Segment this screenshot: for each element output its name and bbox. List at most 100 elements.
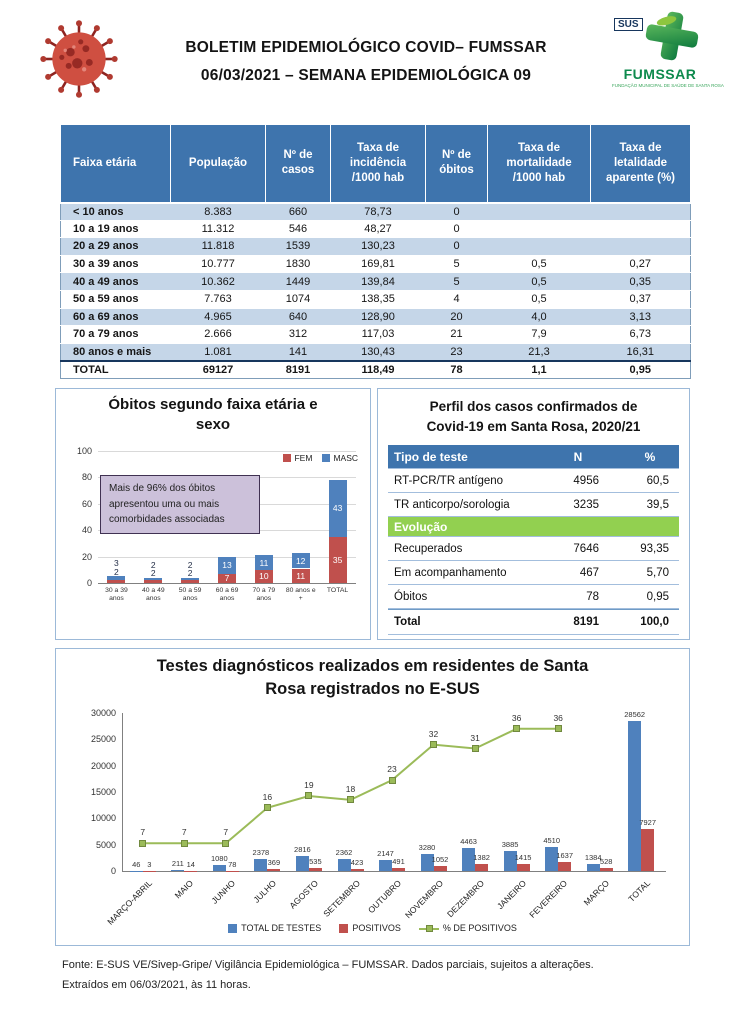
age-table-cell xyxy=(487,219,591,238)
age-table-cell: 1074 xyxy=(265,289,331,309)
positivity-value: 7 xyxy=(140,827,146,838)
green-cross-icon xyxy=(645,11,699,61)
age-table-cell: 20 a 29 anos xyxy=(60,237,171,256)
deaths-bar-value: 11 xyxy=(296,570,306,581)
tests-bar-total xyxy=(171,869,185,871)
age-table-cell: 20 xyxy=(425,307,488,326)
age-table-cell xyxy=(487,202,591,221)
positivity-marker xyxy=(430,741,437,749)
age-table-cell: 70 a 79 anos xyxy=(60,325,171,344)
age-table-col-header: Taxa de mortalidade /1000 hab xyxy=(487,124,591,204)
age-table-row: 60 a 69 anos 4.965 640 128,90 20 4,0 3,13 xyxy=(60,307,691,326)
deaths-x-label: 70 a 79 anos xyxy=(252,587,276,603)
age-table-cell: 0 xyxy=(425,219,488,238)
tests-positive-value: 535 xyxy=(309,857,322,867)
age-table-cell: 5 xyxy=(425,254,488,273)
deaths-bar-masc xyxy=(328,480,347,537)
comorbidity-note: Mais de 96% dos óbitos apresentou uma ou… xyxy=(100,475,260,534)
age-table-cell: 10 a 19 anos xyxy=(60,219,171,238)
age-table-cell: 0,5 xyxy=(487,272,591,291)
deaths-y-axis-label: 20 xyxy=(81,551,92,562)
deaths-bar-fem xyxy=(328,536,347,583)
bulletin-title-line2: 06/03/2021 – SEMANA EPIDEMIOLÓGICA 09 xyxy=(200,66,532,84)
deaths-bar-masc xyxy=(218,556,236,574)
tests-bar-total xyxy=(462,847,476,871)
deaths-y-axis-label: 60 xyxy=(81,498,92,509)
deaths-x-label: 40 a 49 anos xyxy=(141,587,165,603)
deaths-x-label: 30 a 39 anos xyxy=(105,587,128,603)
positivity-value: 36 xyxy=(553,712,563,723)
source-footer: Fonte: E-SUS VE/Sivep-Gripe/ Vigilância … xyxy=(62,956,594,996)
bulletin-title: BOLETIM EPIDEMIOLÓGICO COVID– FUMSSAR 06… xyxy=(115,34,617,90)
legend-pct-positivos: % DE POSITIVOS xyxy=(418,923,517,933)
age-table-cell: 0,95 xyxy=(590,359,691,379)
age-table-cell: 312 xyxy=(265,325,331,344)
tests-positive-value: 491 xyxy=(392,857,405,867)
age-table-cell: 16,31 xyxy=(590,342,691,361)
age-table-cell: 7,9 xyxy=(487,325,591,344)
age-table-col-header: Faixa etária xyxy=(60,124,171,204)
age-table-row: 30 a 39 anos 10.777 1830 169,81 5 0,5 0,27 xyxy=(60,254,691,273)
tests-y-axis-label: 0 xyxy=(110,866,116,876)
tests-bar-total xyxy=(503,850,517,871)
tests-bar-total xyxy=(586,863,600,871)
age-table-cell: 1,1 xyxy=(487,359,591,379)
footer-line2: Extraídos em 06/03/2021, às 11 horas. xyxy=(62,978,251,991)
age-table-cell: 69127 xyxy=(170,359,266,379)
tests-positive-value: 1637 xyxy=(556,851,574,861)
tests-y-axis-label: 10000 xyxy=(90,813,116,824)
deaths-bar-value: 2 xyxy=(114,566,119,577)
deaths-bar-masc xyxy=(254,555,273,570)
positivity-value: 18 xyxy=(345,783,356,794)
profile-table: Tipo de teste N% RT-PCR/TR antígeno 4956 60,… xyxy=(388,445,679,635)
age-table-cell: 6,73 xyxy=(590,325,691,344)
tests-positive-value: 7927 xyxy=(639,818,657,828)
tests-total-value: 46 xyxy=(132,859,141,869)
age-table-cell: 1539 xyxy=(265,237,331,256)
profile-test-type-header: Tipo de teste N% xyxy=(388,445,679,469)
age-table-cell: 5 xyxy=(425,272,488,291)
tests-y-axis-label: 15000 xyxy=(90,787,116,797)
age-table-cell xyxy=(487,237,591,256)
age-table-col-header: Nº de casos xyxy=(265,124,331,204)
tests-bar-positive xyxy=(225,870,239,872)
positivity-value: 23 xyxy=(387,764,397,775)
tests-bar-total xyxy=(337,858,351,871)
age-table-row: 80 anos e mais 1.081 141 130,43 23 21,3 16,31 xyxy=(60,342,691,361)
age-table-cell: 0,5 xyxy=(487,289,591,309)
tests-bar-total xyxy=(628,720,642,871)
fumssar-logo-text: FUMSSAR xyxy=(623,66,697,82)
legend-positivos: POSITIVOS xyxy=(339,923,401,933)
age-table-cell xyxy=(590,202,691,221)
age-table-cell: 0,5 xyxy=(487,254,591,273)
age-table-cell: 21 xyxy=(425,325,488,344)
positivity-marker xyxy=(305,792,313,800)
deaths-by-age-sex-panel: Óbitos segundo faixa etária e sexo 0 20 40… xyxy=(55,388,371,640)
tests-bar-positive xyxy=(641,829,655,871)
tests-y-axis-label: 5000 xyxy=(95,839,116,850)
age-table-cell: 23 xyxy=(425,342,488,361)
positivity-marker xyxy=(471,745,479,752)
profile-test-row: RT-PCR/TR antígeno 4956 60,5 xyxy=(388,469,679,493)
deaths-x-label: TOTAL xyxy=(326,587,349,594)
legend-swatch xyxy=(228,923,238,933)
positivity-marker xyxy=(180,839,188,847)
deaths-bar-value: 11 xyxy=(259,557,269,568)
tests-bar-positive xyxy=(516,863,530,871)
age-table-cell: 78,73 xyxy=(330,202,426,221)
profile-evolution-row: Óbitos 78 0,95 xyxy=(388,585,679,609)
age-table-cell: 21,3 xyxy=(487,342,591,361)
tests-total-value: 3280 xyxy=(418,842,436,852)
age-table-cell: 660 xyxy=(265,202,331,221)
tests-total-value: 2147 xyxy=(377,848,394,858)
age-table-cell: 8.383 xyxy=(170,202,266,221)
tests-y-axis xyxy=(122,713,123,871)
age-table-cell: 80 anos e mais xyxy=(60,342,171,361)
tests-bar-positive xyxy=(350,868,364,871)
age-table-cell: 1830 xyxy=(265,254,331,273)
legend-swatch xyxy=(283,454,292,462)
deaths-bar-value: 7 xyxy=(224,573,230,584)
age-table-row: 50 a 59 anos 7.763 1074 138,35 4 0,5 0,37 xyxy=(60,289,691,309)
age-incidence-table: Faixa etária População Nº de casos Taxa de … xyxy=(60,124,691,379)
